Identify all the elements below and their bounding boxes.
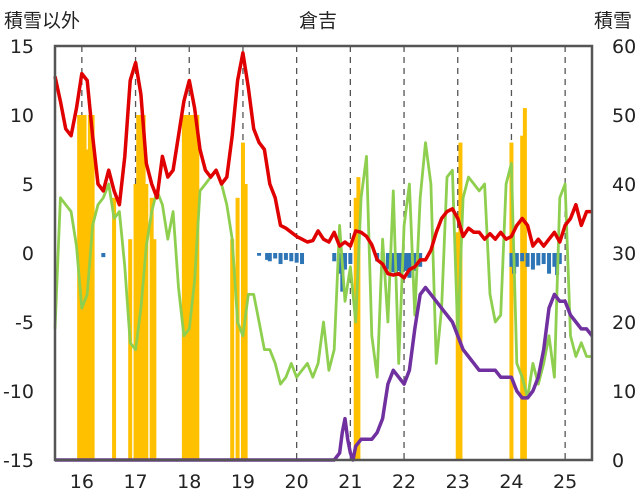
right-y-ticks: 60 50 40 30 20 10 0 <box>612 36 636 472</box>
blue_bars-bar <box>289 253 294 262</box>
left-tick-label: 5 <box>22 174 34 196</box>
x-tick-label: 16 <box>70 471 94 493</box>
left-tick-label: 0 <box>22 243 34 265</box>
lines-layer <box>53 51 594 462</box>
right-axis-label: 積雪 <box>594 10 632 32</box>
x-tick-label: 22 <box>392 471 416 493</box>
yellow_bars-bar <box>90 115 95 460</box>
yellow_bars-bar <box>152 239 157 460</box>
blue_bars-bar <box>541 253 546 265</box>
blue_bars-bar <box>520 253 525 262</box>
right-tick-label: 40 <box>612 174 636 196</box>
blue_bars-bar <box>412 253 417 271</box>
blue_bars-bar <box>404 253 409 271</box>
plot-frame <box>53 44 594 462</box>
x-ticks: 16 17 18 19 20 21 22 23 24 25 <box>70 471 577 493</box>
x-tick-label: 25 <box>553 471 577 493</box>
blue_bars-bar <box>530 253 535 270</box>
right-tick-label: 50 <box>612 105 636 127</box>
chart-title: 倉吉 <box>299 10 337 32</box>
blue_bars-bar <box>536 253 541 266</box>
yellow_bars-bar <box>79 115 84 460</box>
yellow_bars-bar <box>522 108 527 460</box>
left-tick-label: -10 <box>3 381 34 403</box>
yellow_bars-bar <box>181 115 186 460</box>
blue_bars-bar <box>407 253 412 278</box>
blue_bars-bar <box>273 253 278 259</box>
blue_bars-bar <box>396 253 401 271</box>
right-tick-label: 60 <box>612 36 636 58</box>
blue_bars-bar <box>552 253 557 267</box>
blue_bars-bar <box>257 253 262 256</box>
blue_bars-bar <box>101 253 106 258</box>
yellow_bars-bar <box>520 135 525 460</box>
blue_bars-bar <box>385 253 390 270</box>
yellow_bars-bar <box>82 115 87 460</box>
left-tick-label: 15 <box>10 36 34 58</box>
blue_bars-bar <box>348 253 353 265</box>
blue_bars-bar <box>342 253 347 270</box>
red_line-series <box>53 51 592 280</box>
blue_bars-bar <box>391 253 396 273</box>
yellow_bars-bar <box>144 184 149 460</box>
yellow_bars-bar <box>85 149 90 460</box>
yellow_bars-bar <box>187 115 192 460</box>
yellow_bars-bar <box>136 115 141 460</box>
x-tick-label: 24 <box>499 471 523 493</box>
yellow_bars-bar <box>128 239 133 460</box>
yellow_bars-bar <box>240 142 245 460</box>
blue_bars-bar <box>337 253 342 274</box>
blue_bars-bar <box>278 253 283 265</box>
yellow_bars-bar <box>133 184 138 460</box>
yellow_bars-bar <box>353 197 358 461</box>
blue_bars-bar <box>267 253 272 262</box>
right-tick-label: 0 <box>612 450 624 472</box>
x-tick-label: 21 <box>338 471 362 493</box>
yellow_bars-bar <box>138 115 143 460</box>
left-tick-label: -5 <box>15 312 34 334</box>
left-tick-label: 10 <box>10 105 34 127</box>
yellow_bars-bar <box>87 115 92 460</box>
blue_bars-bar <box>525 253 530 267</box>
right-tick-label: 20 <box>612 312 636 334</box>
yellow_bars-bar <box>235 197 240 461</box>
x-tick-label: 23 <box>446 471 470 493</box>
blue_bars-bar <box>509 253 514 267</box>
yellow_bars-bar <box>189 115 194 460</box>
blue_bars-bar <box>265 253 270 260</box>
blue_bars-bar <box>547 253 552 274</box>
blue_bars-bar <box>514 253 519 267</box>
x-tick-label: 17 <box>123 471 147 493</box>
blue_bars-bar <box>283 253 288 260</box>
yellow_bars-bar <box>184 115 189 460</box>
left-tick-label: -15 <box>3 450 34 472</box>
blue_bars-bar <box>332 253 337 262</box>
left-axis-label: 積雪以外 <box>4 10 80 32</box>
x-tick-label: 20 <box>285 471 309 493</box>
blue_bars-bar <box>557 253 562 265</box>
right-tick-label: 30 <box>612 243 636 265</box>
yellow_bars-bar <box>356 177 361 460</box>
yellow_bars-bar <box>230 239 235 460</box>
x-tick-label: 18 <box>177 471 201 493</box>
blue_bars-bar <box>294 253 299 263</box>
x-tick-label: 19 <box>231 471 255 493</box>
right-tick-label: 10 <box>612 381 636 403</box>
yellow_bars-bar <box>509 142 514 460</box>
left-y-ticks: 15 10 5 0 -5 -10 -15 <box>3 36 34 472</box>
yellow_bars-bar <box>112 197 117 461</box>
yellow_bars-bar <box>195 115 200 460</box>
green_line-series <box>53 141 592 400</box>
yellow_bars-bar <box>149 197 154 461</box>
blue_bars-bar <box>300 253 305 265</box>
yellow_bars-bar <box>455 232 460 460</box>
purple_line-series <box>55 285 594 462</box>
